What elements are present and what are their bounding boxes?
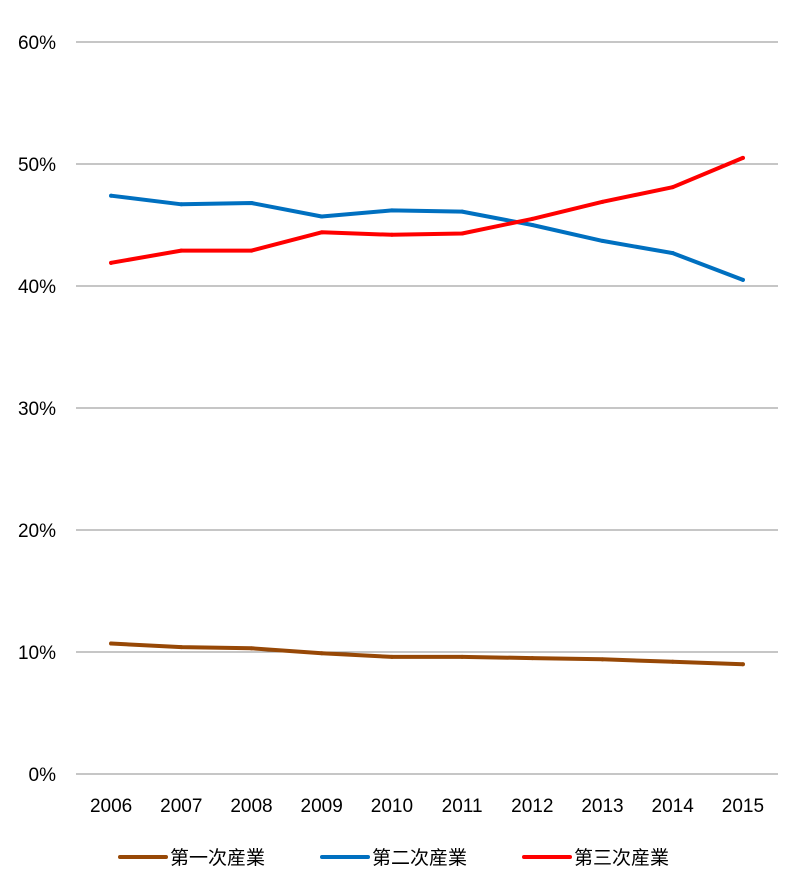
y-tick-label: 20% [18,521,56,542]
data-point [600,199,605,204]
data-point [179,248,184,253]
data-point [740,277,745,282]
data-point [460,231,465,236]
x-tick-label: 2013 [581,796,623,817]
series-lines [109,155,745,667]
data-point [179,202,184,207]
x-tick-label: 2008 [230,796,272,817]
data-point [670,185,675,190]
data-point [670,659,675,664]
data-point [740,662,745,667]
data-point [530,223,535,227]
x-tick-label: 2012 [511,796,553,817]
data-point [249,201,254,206]
data-point [460,209,465,214]
data-point [319,651,324,656]
data-point [389,654,394,659]
data-point [109,641,114,646]
x-tick-label: 2006 [90,796,132,817]
x-tick-label: 2015 [722,796,764,817]
data-point [530,216,535,221]
y-tick-label: 30% [18,399,56,420]
data-point [740,155,745,160]
data-point [319,214,324,219]
series-line-1 [109,641,745,667]
legend-label: 第一次産業 [170,847,265,869]
data-point [460,654,465,659]
x-tick-label: 2007 [160,796,202,817]
y-tick-label: 0% [29,765,57,786]
data-point [109,260,114,265]
series-line-2 [109,193,745,282]
data-point [179,645,184,650]
data-point [319,230,324,235]
x-axis-ticks: 2006 2007 2008 2009 2010 2011 2012 2013 2014 2015 [90,796,764,817]
data-point [600,238,605,243]
legend-label: 第二次産業 [372,847,467,869]
data-point [389,208,394,213]
series-line-3 [109,155,745,265]
x-tick-label: 2009 [301,796,343,817]
data-point [109,193,114,198]
data-point [600,657,605,662]
x-tick-label: 2011 [442,796,483,817]
y-axis-ticks: 0% 10% 20% 30% 40% 50% 60% [18,33,56,786]
data-point [249,248,254,253]
data-point [670,251,675,256]
x-tick-label: 2014 [652,796,695,817]
legend: 第一次産業 第二次産業 第三次産業 [118,847,669,869]
y-tick-label: 40% [18,277,56,298]
x-tick-label: 2010 [371,796,413,817]
y-tick-label: 60% [18,33,56,54]
y-tick-label: 10% [18,643,56,664]
y-tick-label: 50% [18,155,56,176]
data-point [530,656,535,661]
gridlines [76,41,778,775]
legend-label: 第三次産業 [574,847,669,869]
data-point [249,646,254,651]
data-point [389,232,394,237]
